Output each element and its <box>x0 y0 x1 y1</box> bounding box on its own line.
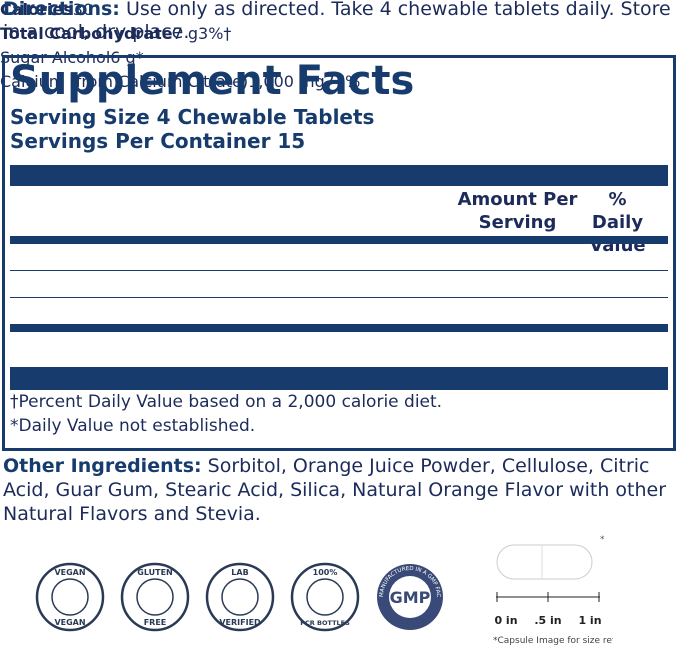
facts-row: Total Carbohydrate7 g3%† <box>0 24 679 48</box>
nutrient: Calcium (from Calcium Citrate) <box>0 72 249 91</box>
badge-inner <box>51 578 89 616</box>
directions: Directions: Use only as directed. Take 4… <box>3 0 673 44</box>
bar <box>10 324 668 332</box>
other-ingredients: Other Ingredients: Sorbitol, Orange Juic… <box>3 454 675 526</box>
nutrient: Calories <box>0 0 73 19</box>
badge-bottom: PCR BOTTLES <box>300 619 350 627</box>
rule <box>10 270 668 271</box>
footnote: †Percent Daily Value based on a 2,000 ca… <box>10 392 443 412</box>
other-ingredients-text: Sorbitol, Orange Juice Powder, Cellulose… <box>3 455 667 525</box>
badge-inner <box>221 578 259 616</box>
badge-bottom: VERIFIED <box>219 618 261 627</box>
badge-inner <box>306 578 344 616</box>
badge-ring <box>120 562 190 632</box>
facts-title: Supplement Facts <box>10 58 415 104</box>
bar <box>10 236 668 244</box>
badge-bottom: FREE <box>144 618 167 627</box>
badge-ring <box>35 562 105 632</box>
dv-header: % Daily Value <box>589 189 646 256</box>
seal-text: GMP <box>390 588 431 607</box>
daily-value: 3%† <box>198 24 232 43</box>
badge-top: VEGAN <box>54 568 85 577</box>
caption-box: *Capsule Image for size reference only. <box>493 636 613 646</box>
facts-row: Calcium (from Calcium Citrate)1,000 mg77… <box>0 72 679 96</box>
serving-size: Serving Size 4 Chewable Tablets <box>10 105 375 129</box>
rule <box>10 297 668 298</box>
badge-top: LAB <box>231 568 248 577</box>
amount: 30 <box>72 0 94 19</box>
facts-box <box>2 55 676 451</box>
badge-top: GLUTEN <box>137 568 173 577</box>
badge-bottom: VEGAN <box>54 618 85 627</box>
nutrient: Total Carbohydrate <box>0 24 173 43</box>
daily-value: 77% <box>324 72 361 91</box>
badges: VEGAN VEGAN GLUTEN FREE LAB VERIFIED 100% PCR B… <box>0 530 613 646</box>
scale-label: 1 in <box>578 614 601 627</box>
footnote: *Daily Value not established. <box>10 416 256 436</box>
other-ingredients-label: Other Ingredients: <box>3 455 202 477</box>
capsule-caption: *Capsule Image for size reference only. <box>493 636 613 646</box>
thick-bar <box>10 165 668 186</box>
amount: 7 g <box>172 24 199 43</box>
facts-row: Calories30 <box>0 0 679 24</box>
scale-label: .5 in <box>534 614 561 627</box>
badge-inner <box>136 578 174 616</box>
directions-text: Use only as directed. Take 4 chewable ta… <box>3 0 671 43</box>
directions-label: Directions: <box>3 0 120 20</box>
badge-top: 100% <box>313 568 338 577</box>
badge-ring <box>205 562 275 632</box>
seal-inner <box>389 576 431 618</box>
badge-ring <box>290 562 360 632</box>
thick-bar <box>10 367 668 390</box>
capsule <box>496 544 593 580</box>
amount: 1,000 mg <box>248 72 325 91</box>
scale-label: 0 in <box>494 614 517 627</box>
amount-header: Amount Per Serving <box>457 189 578 233</box>
asterisk: * <box>600 535 605 545</box>
servings-per-container: Servings Per Container 15 <box>10 129 306 153</box>
